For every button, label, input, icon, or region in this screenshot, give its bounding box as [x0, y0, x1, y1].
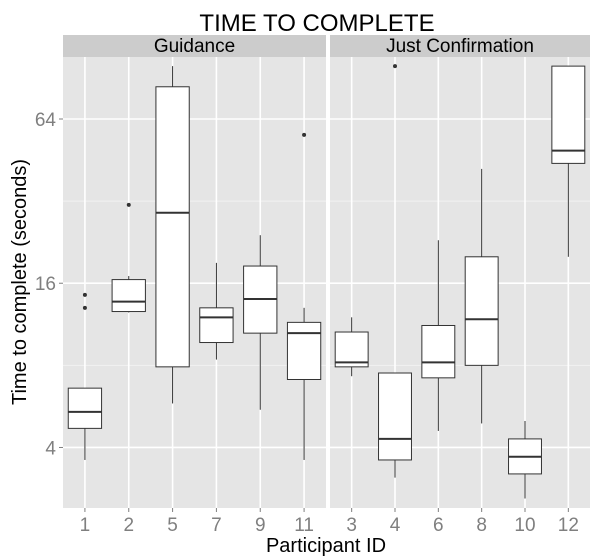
box-participant-6 — [421, 240, 456, 431]
box-iqr — [111, 279, 146, 313]
outlier-point — [82, 292, 87, 297]
x-tick-label: 11 — [294, 515, 314, 536]
box-participant-9 — [243, 235, 278, 410]
box-iqr — [421, 324, 456, 379]
chart-title: TIME TO COMPLETE — [199, 10, 434, 37]
box-participant-5 — [155, 66, 190, 404]
x-tick-label: 4 — [390, 515, 401, 536]
outlier-point — [393, 64, 397, 69]
box-iqr — [286, 321, 322, 380]
box-participant-4 — [378, 64, 412, 478]
box-iqr — [551, 65, 586, 164]
box-iqr — [464, 256, 499, 366]
y-axis: 4 16 64 — [35, 110, 63, 459]
box-iqr — [334, 331, 369, 368]
x-tick-label: 7 — [211, 515, 222, 536]
box-participant-1 — [67, 292, 103, 460]
facet-panels: Guidance Just Confirmation — [63, 35, 590, 508]
box-participant-8 — [464, 168, 499, 424]
y-tick-label: 64 — [35, 110, 57, 131]
outlier-point — [126, 202, 131, 207]
x-tick-label: 8 — [476, 515, 487, 536]
box-participant-12 — [551, 65, 586, 257]
box-iqr — [155, 86, 190, 368]
x-tick-label: 12 — [558, 515, 579, 536]
facet-strip-label: Guidance — [154, 36, 235, 57]
box-iqr — [378, 372, 412, 461]
box-iqr — [199, 307, 234, 344]
facet-strip — [330, 35, 590, 57]
y-tick-label: 16 — [35, 274, 56, 295]
box-participant-2 — [111, 202, 146, 313]
box-participant-11 — [286, 132, 322, 460]
y-tick-label: 4 — [45, 438, 56, 459]
box-participant-7 — [199, 262, 234, 360]
x-tick-label: 10 — [514, 515, 535, 536]
facet-strip — [63, 35, 326, 57]
facet-strip-label: Just Confirmation — [386, 36, 534, 57]
x-tick-label: 6 — [433, 515, 444, 536]
facet-panel: Just Confirmation — [330, 35, 590, 508]
x-tick-label: 3 — [346, 515, 357, 536]
outlier-point — [302, 132, 307, 137]
x-tick-label: 2 — [123, 515, 134, 536]
x-tick-label: 5 — [167, 515, 178, 536]
box-participant-10 — [508, 421, 542, 499]
facet-panel: Guidance — [63, 35, 326, 508]
x-axis: 1 2 5 7 9 11 3 4 6 8 10 12 — [80, 508, 579, 536]
box-iqr — [67, 387, 103, 429]
x-tick-label: 9 — [255, 515, 266, 536]
x-tick-label: 1 — [80, 515, 91, 536]
outlier-point — [82, 305, 87, 310]
y-axis-title: Time to complete (seconds) — [9, 159, 31, 405]
x-axis-title: Participant ID — [266, 535, 386, 557]
box-participant-3 — [334, 317, 369, 377]
